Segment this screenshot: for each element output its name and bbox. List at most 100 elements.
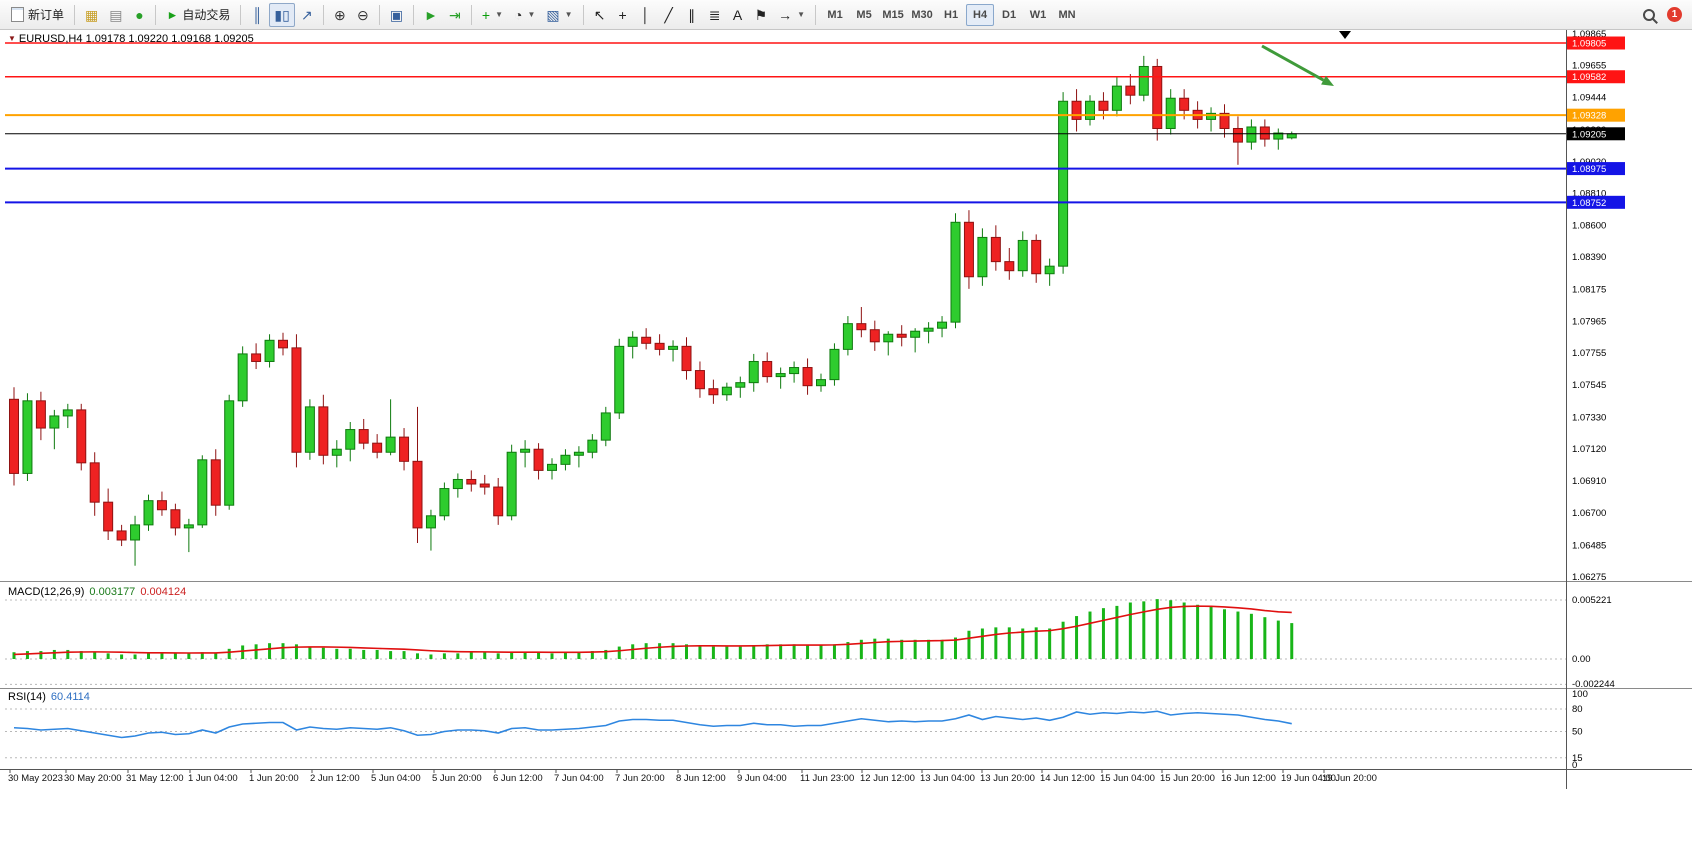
collapse-triangle-icon[interactable]: ▼ (8, 34, 16, 43)
market-news-icon: ● (135, 6, 144, 23)
cursor-icon: ↖ (593, 6, 606, 23)
svg-text:1.06910: 1.06910 (1572, 476, 1606, 487)
timeframe-selector: M1 M5 M15 M30 H1 H4 D1 W1 MN (821, 3, 1081, 26)
svg-text:9 Jun 04:00: 9 Jun 04:00 (737, 773, 787, 784)
price-badge-1.09805 (1567, 36, 1625, 50)
profiles-button[interactable]: ▤ (104, 3, 127, 27)
rsi-line (13, 710, 1292, 739)
market-news-button[interactable]: ● (128, 3, 150, 27)
profiles-icon: ▤ (109, 6, 123, 23)
fibonacci-retracement-button[interactable]: ≣ (704, 3, 726, 27)
svg-text:13 Jun 04:00: 13 Jun 04:00 (920, 773, 975, 784)
tile-windows-icon: ▣ (389, 6, 404, 23)
svg-text:16 Jun 12:00: 16 Jun 12:00 (1221, 773, 1276, 784)
svg-text:8 Jun 12:00: 8 Jun 12:00 (676, 773, 726, 784)
svg-text:15: 15 (1572, 753, 1583, 764)
svg-text:30 May 2023: 30 May 2023 (8, 773, 63, 784)
periods-menu-icon: ◔ (514, 6, 523, 23)
macd-panel[interactable]: 0.005221 0.00 -0.002244 (5, 595, 1615, 690)
zoom-in-icon: ⊕ (333, 6, 346, 23)
toolbar-separator (470, 4, 472, 25)
search-icon[interactable] (1641, 7, 1657, 23)
arrows-button[interactable]: → ▼ (773, 3, 810, 27)
chart-symbol-period: EURUSD,H4 (18, 33, 83, 45)
templates-button[interactable]: ▧ ▼ (541, 3, 577, 27)
macd-signal-line (13, 605, 1292, 656)
macd-indicator-label: MACD(12,26,9) 0.003177 0.004124 (8, 586, 186, 598)
chart-shift-button[interactable]: ⇥ (444, 3, 466, 27)
crosshair-button[interactable]: + (612, 3, 634, 27)
horizontal-lines-layer[interactable] (5, 42, 1566, 204)
toolbar-right: 1 (1641, 7, 1686, 23)
cursor-button[interactable]: ↖ (589, 3, 611, 27)
svg-text:13 Jun 20:00: 13 Jun 20:00 (980, 773, 1035, 784)
svg-text:1 Jun 20:00: 1 Jun 20:00 (249, 773, 299, 784)
svg-text:15 Jun 20:00: 15 Jun 20:00 (1160, 773, 1215, 784)
templates-icon: ▧ (546, 6, 560, 23)
svg-text:1.09444: 1.09444 (1572, 93, 1606, 104)
trend-arrow[interactable] (1261, 44, 1334, 86)
rsi-name: RSI(14) (8, 691, 46, 703)
auto-trading-play-icon: ► (166, 7, 179, 22)
trendline-button[interactable]: ╱ (658, 3, 680, 27)
time-axis[interactable]: 30 May 2023 30 May 20:00 31 May 12:00 1 Jun… (8, 769, 1377, 784)
timeframe-H1[interactable]: H1 (937, 4, 965, 26)
rsi-value: 60.4114 (50, 691, 90, 703)
svg-text:1.09805: 1.09805 (1572, 39, 1606, 50)
price-badge-1.09205 (1567, 127, 1625, 141)
timeframe-M15[interactable]: M15 (879, 4, 907, 26)
svg-text:1.09865: 1.09865 (1572, 30, 1606, 40)
svg-text:0.005221: 0.005221 (1572, 595, 1612, 606)
line-chart-icon: ↗ (300, 6, 313, 23)
text-tool-button[interactable]: A (727, 3, 749, 27)
line-chart-button[interactable]: ↗ (296, 3, 318, 27)
periods-menu-button[interactable]: ◔ ▼ (509, 3, 540, 27)
chart-shift-icon: ⇥ (449, 6, 461, 23)
svg-text:12 Jun 12:00: 12 Jun 12:00 (860, 773, 915, 784)
svg-text:19 Jun 20:00: 19 Jun 20:00 (1322, 773, 1377, 784)
price-badge-1.08752 (1567, 195, 1625, 209)
svg-text:1.08810: 1.08810 (1572, 189, 1606, 200)
equidistant-channel-button[interactable]: ∥ (681, 3, 703, 27)
price-axis[interactable]: 1.098651.096551.094441.092301.090201.088… (1567, 30, 1625, 583)
arrows-dropdown-icon: ▼ (797, 10, 806, 19)
timeframe-M1[interactable]: M1 (821, 4, 849, 26)
macd-value: 0.003177 (89, 586, 136, 598)
tile-windows-button[interactable]: ▣ (385, 3, 408, 27)
timeframe-M30[interactable]: M30 (908, 4, 936, 26)
svg-text:1.08752: 1.08752 (1572, 198, 1606, 209)
price-badge-1.09328 (1567, 108, 1625, 122)
rsi-panel[interactable]: 100 80 50 150 (5, 689, 1588, 771)
last-bar-marker-icon (1339, 31, 1351, 39)
zoom-in-button[interactable]: ⊕ (329, 3, 351, 27)
svg-text:14 Jun 12:00: 14 Jun 12:00 (1040, 773, 1095, 784)
notification-badge[interactable]: 1 (1667, 7, 1682, 22)
candlesticks-button[interactable]: ▮▯ (269, 2, 295, 27)
timeframe-M5[interactable]: M5 (850, 4, 878, 26)
svg-text:1.06275: 1.06275 (1572, 572, 1606, 583)
zoom-out-button[interactable]: ⊖ (352, 3, 374, 27)
price-chart[interactable]: 1.098651.096551.094441.092301.090201.088… (0, 30, 1692, 848)
svg-text:1.07965: 1.07965 (1572, 316, 1606, 327)
svg-text:1.08175: 1.08175 (1572, 285, 1606, 296)
indicators-button[interactable]: + ▼ (477, 3, 508, 27)
toolbar-separator (378, 4, 380, 25)
timeframe-H4[interactable]: H4 (966, 3, 995, 26)
vertical-line-button[interactable]: │ (635, 3, 657, 27)
price-badge-1.09582 (1567, 70, 1625, 84)
new-chart-button[interactable]: ▦ (80, 3, 103, 27)
svg-text:11 Jun 23:00: 11 Jun 23:00 (800, 773, 854, 784)
timeframe-MN[interactable]: MN (1053, 4, 1081, 26)
auto-scroll-icon: ► (424, 6, 438, 23)
auto-trading-label: 自动交易 (182, 8, 231, 22)
svg-text:1.07120: 1.07120 (1572, 444, 1606, 455)
timeframe-W1[interactable]: W1 (1024, 4, 1052, 26)
toolbar-separator (74, 4, 76, 25)
bar-chart-button[interactable]: ║ (246, 3, 268, 27)
auto-scroll-button[interactable]: ► (419, 3, 443, 27)
text-label-button[interactable]: ⚑ (750, 3, 773, 27)
timeframe-D1[interactable]: D1 (995, 4, 1023, 26)
auto-trading-button[interactable]: ► 自动交易 (161, 3, 235, 27)
new-order-button[interactable]: 新订单 (6, 3, 69, 27)
svg-text:1.09582: 1.09582 (1572, 72, 1606, 83)
